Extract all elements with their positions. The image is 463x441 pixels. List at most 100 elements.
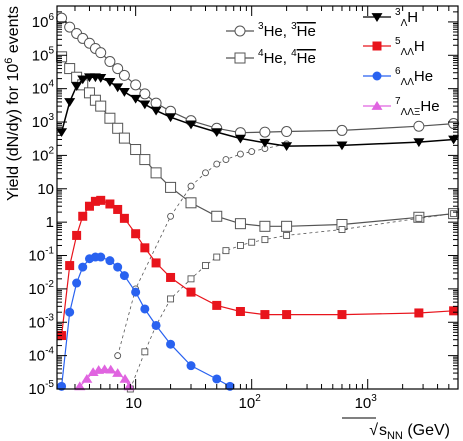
- data-point: [259, 220, 271, 232]
- data-point: [211, 128, 223, 138]
- data-point: [131, 229, 141, 239]
- legend-label: 7ΛΛΞHe: [395, 96, 440, 118]
- data-point: [236, 242, 244, 249]
- data-point: [119, 213, 129, 223]
- data-point: [105, 256, 115, 266]
- data-point: [202, 169, 209, 177]
- data-point: [166, 339, 176, 349]
- data-point: [450, 210, 458, 218]
- data-point: [222, 156, 230, 164]
- axes-layer: 10 102 10310610510410310210110-110-210-310…: [3, 5, 459, 441]
- data-point: [96, 252, 106, 262]
- data-point: [139, 154, 151, 166]
- data-point: [338, 226, 346, 233]
- data-point: [202, 262, 209, 270]
- data-point: [112, 368, 124, 377]
- plot-frame: [56, 5, 459, 390]
- data-point: [72, 278, 82, 288]
- data-point: [336, 141, 348, 151]
- data-point: [84, 201, 94, 211]
- data-point: [130, 79, 142, 91]
- series-4He: [56, 51, 460, 232]
- y-tick-label: 104: [32, 79, 55, 98]
- y-axis-title: Yield (dN/dy) for 106 events: [3, 6, 22, 201]
- x-tick-label: 103: [355, 393, 378, 412]
- data-point: [140, 304, 150, 314]
- x-tick-label: 10: [125, 395, 142, 412]
- data-point: [449, 306, 459, 316]
- data-point: [64, 21, 76, 33]
- data-point: [56, 128, 68, 138]
- data-point: [130, 94, 142, 104]
- legend-marker: [371, 13, 383, 22]
- data-point: [65, 307, 75, 317]
- data-point: [185, 120, 197, 130]
- data-point: [248, 148, 256, 156]
- data-point: [71, 82, 83, 91]
- data-point: [213, 160, 221, 168]
- data-point: [336, 124, 348, 136]
- data-point: [95, 47, 107, 59]
- data-point: [151, 258, 161, 268]
- data-point: [65, 261, 75, 271]
- data-point: [105, 199, 115, 209]
- data-point: [150, 97, 162, 109]
- data-point: [140, 243, 150, 253]
- legend-marker: [372, 41, 382, 51]
- data-point: [259, 138, 271, 148]
- legend-entry-left: 3He, 3He: [226, 21, 316, 40]
- x-tick-label: 102: [239, 393, 262, 412]
- data-point: [64, 63, 76, 75]
- data-point: [212, 374, 222, 384]
- data-point: [281, 142, 293, 152]
- y-tick-label: 102: [32, 145, 55, 164]
- data-point: [118, 132, 130, 144]
- series-5ΛΛH: [57, 195, 459, 341]
- data-point: [414, 308, 424, 318]
- y-tick-label: 10-1: [28, 246, 54, 265]
- data-point: [81, 374, 93, 383]
- data-point: [77, 75, 89, 85]
- data-point: [283, 231, 291, 239]
- data-point: [95, 74, 107, 83]
- legend: 3He, 3He 4He, 4He 3ΛH 5ΛΛH 6ΛΛHe 7ΛΛΞHe: [226, 7, 440, 118]
- legend-label: 4He, 4He: [258, 48, 316, 67]
- data-point: [118, 69, 130, 81]
- data-point: [72, 230, 82, 240]
- data-point: [105, 364, 117, 374]
- data-point: [90, 196, 100, 206]
- data-point: [187, 182, 195, 190]
- data-point: [113, 204, 123, 214]
- y-tick-label: 103: [32, 112, 55, 131]
- series-4He-bar: [126, 210, 458, 393]
- data-point: [186, 361, 196, 371]
- data-point: [112, 63, 124, 75]
- legend-label: 6ΛΛHe: [395, 66, 433, 88]
- x-axis-title: √sNN (GeV): [369, 422, 450, 441]
- data-point: [74, 381, 86, 391]
- series-6ΛΛHe: [57, 252, 235, 391]
- data-point: [104, 78, 116, 87]
- legend-marker: [234, 25, 246, 37]
- data-point: [282, 310, 292, 320]
- y-tick-label: 1: [46, 214, 54, 231]
- series-3ΛH: [56, 73, 460, 152]
- legend-label: 3He, 3He: [258, 21, 316, 40]
- legend-entry-right: 6ΛΛHe: [363, 66, 433, 88]
- data-point: [167, 212, 175, 220]
- series-7ΛΛΞHe: [74, 364, 135, 391]
- data-point: [166, 272, 176, 282]
- data-point: [119, 374, 131, 383]
- data-point: [139, 100, 151, 110]
- series-3He-bar: [114, 140, 291, 360]
- data-point: [211, 210, 223, 222]
- data-point: [141, 348, 149, 356]
- series-line: [129, 213, 454, 390]
- series-line: [117, 143, 287, 356]
- data-point: [119, 271, 129, 281]
- data-point: [185, 197, 197, 209]
- data-point: [413, 138, 425, 148]
- data-point: [151, 320, 161, 330]
- data-point: [114, 352, 122, 360]
